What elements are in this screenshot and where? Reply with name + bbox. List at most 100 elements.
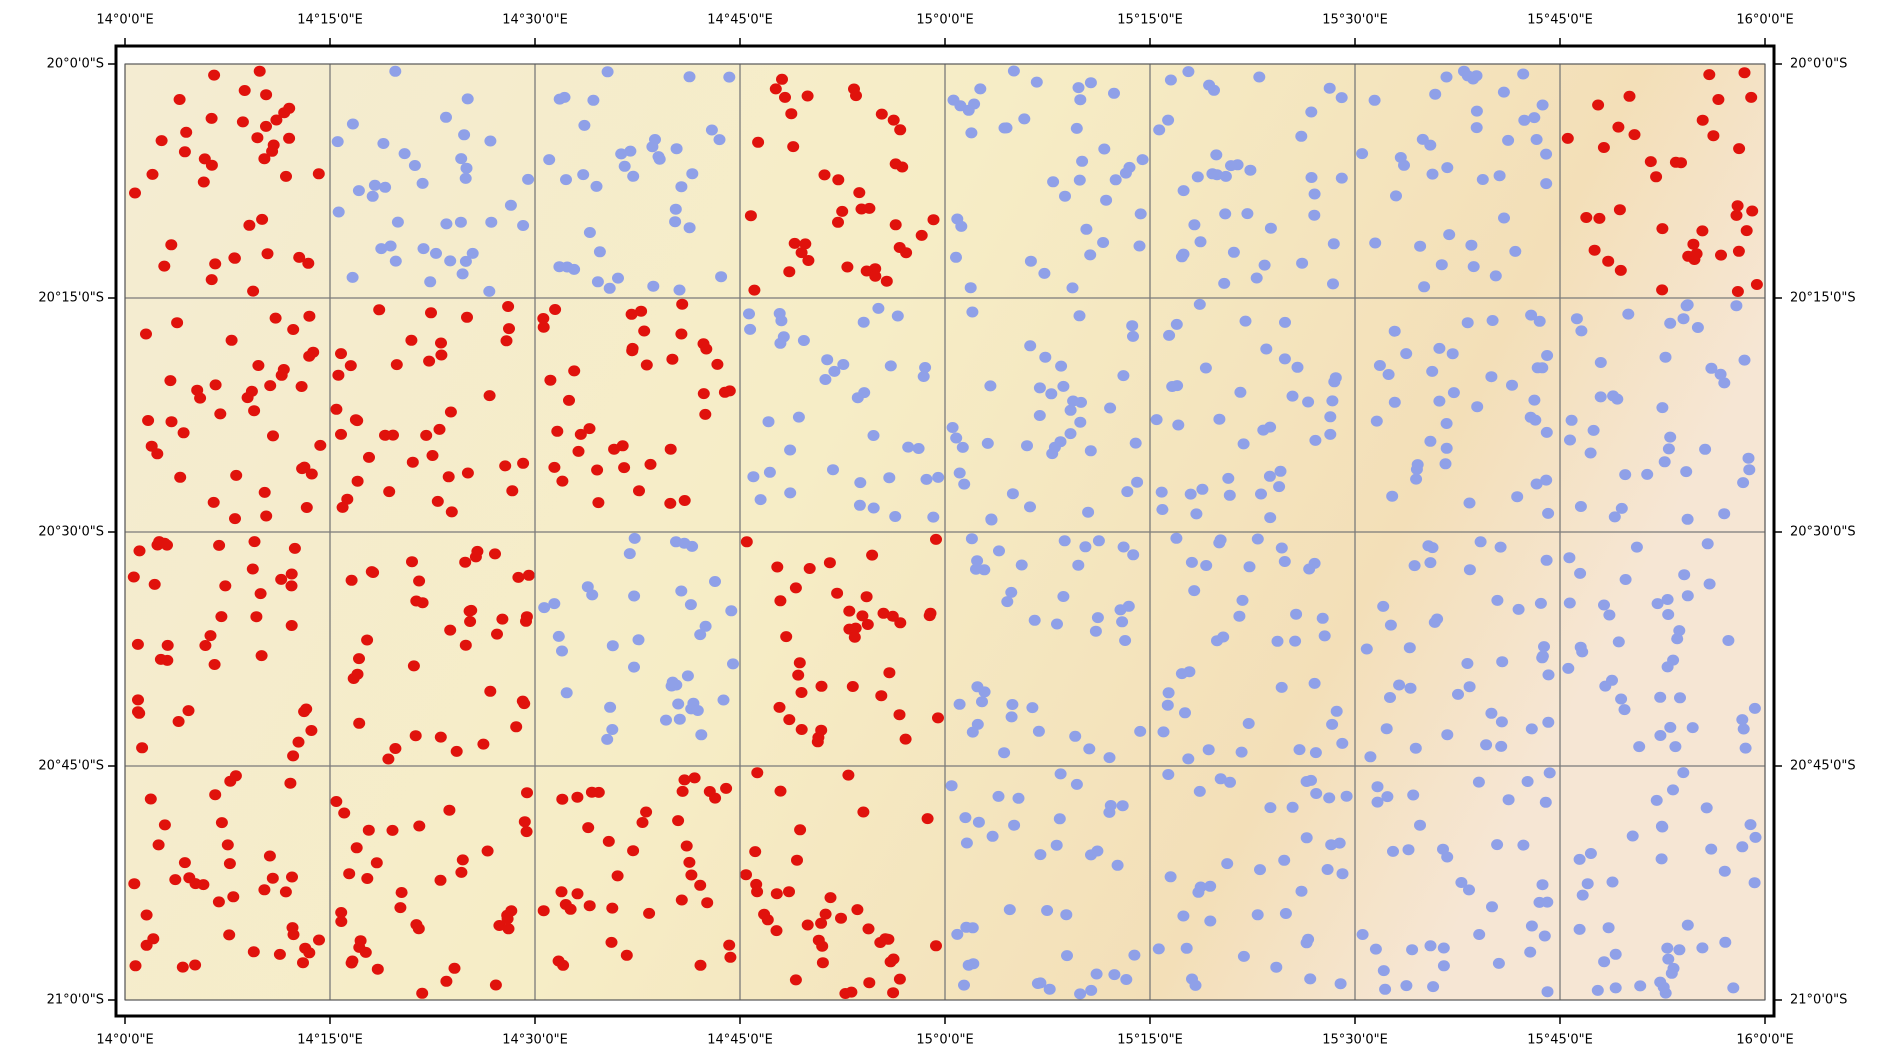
blue-point	[951, 929, 963, 940]
red-point	[825, 892, 837, 903]
blue-point	[1171, 319, 1183, 330]
red-point	[484, 390, 496, 401]
red-point	[832, 217, 844, 228]
red-point	[556, 476, 568, 487]
blue-point	[1701, 802, 1713, 813]
blue-point	[868, 430, 880, 441]
red-point	[783, 714, 795, 725]
blue-point	[1098, 144, 1110, 155]
red-point	[330, 796, 342, 807]
blue-point	[578, 120, 590, 131]
red-point	[142, 415, 154, 426]
blue-point	[1203, 744, 1215, 755]
longitude-label-bottom: 14°15'0"E	[297, 1033, 363, 1048]
red-point	[345, 360, 357, 371]
blue-point	[1272, 636, 1284, 647]
red-point	[147, 169, 159, 180]
red-point	[149, 579, 161, 590]
blue-point	[1736, 841, 1748, 852]
blue-point	[1200, 560, 1212, 571]
blue-point	[1485, 371, 1497, 382]
red-point	[451, 746, 463, 757]
blue-point	[1126, 320, 1138, 331]
red-point	[286, 872, 298, 883]
red-point	[183, 872, 195, 883]
blue-point	[784, 445, 796, 456]
blue-point	[1083, 743, 1095, 754]
red-point	[471, 546, 483, 557]
longitude-label-bottom: 15°30'0"E	[1322, 1033, 1388, 1048]
red-point	[288, 929, 300, 940]
blue-point	[1377, 601, 1389, 612]
blue-point	[1736, 714, 1748, 725]
latitude-label-left: 20°45'0"S	[38, 759, 104, 774]
blue-point	[1163, 687, 1175, 698]
blue-point	[970, 564, 982, 575]
red-point	[394, 902, 406, 913]
red-point	[353, 653, 365, 664]
red-point	[286, 569, 298, 580]
blue-point	[1296, 258, 1308, 269]
latitude-label-right: 20°15'0"S	[1790, 291, 1856, 306]
blue-point	[592, 276, 604, 287]
blue-point	[1745, 819, 1757, 830]
blue-point	[718, 695, 730, 706]
red-point	[835, 913, 847, 924]
blue-point	[784, 487, 796, 498]
blue-point	[1737, 477, 1749, 488]
blue-point	[1021, 440, 1033, 451]
red-point	[1741, 225, 1753, 236]
blue-point	[332, 136, 344, 147]
blue-point	[1004, 904, 1016, 915]
blue-point	[1381, 723, 1393, 734]
red-point	[832, 174, 844, 185]
blue-point	[1582, 878, 1594, 889]
longitude-label-top: 14°0'0"E	[96, 13, 153, 28]
blue-point	[1490, 270, 1502, 281]
red-point	[427, 450, 439, 461]
blue-point	[1073, 82, 1085, 93]
blue-point	[1678, 569, 1690, 580]
blue-point	[1668, 963, 1680, 974]
blue-point	[461, 163, 473, 174]
red-point	[298, 706, 310, 717]
red-point	[677, 786, 689, 797]
blue-point	[1395, 152, 1407, 163]
red-point	[141, 940, 153, 951]
blue-point	[1719, 866, 1731, 877]
blue-point	[1074, 175, 1086, 186]
red-point	[876, 109, 888, 120]
blue-point	[1571, 313, 1583, 324]
blue-point	[1124, 162, 1136, 173]
blue-point	[1619, 469, 1631, 480]
red-point	[518, 698, 530, 709]
blue-point	[1405, 683, 1417, 694]
red-point	[894, 124, 906, 135]
red-point	[405, 335, 417, 346]
blue-point	[1091, 846, 1103, 857]
red-point	[171, 317, 183, 328]
blue-point	[1722, 635, 1734, 646]
blue-point	[827, 464, 839, 475]
red-point	[146, 441, 158, 452]
blue-point	[1127, 331, 1139, 342]
blue-point	[1356, 148, 1368, 159]
blue-point	[1309, 435, 1321, 446]
blue-point	[1254, 864, 1266, 875]
blue-point	[399, 148, 411, 159]
blue-point	[1718, 508, 1730, 519]
blue-point	[1065, 428, 1077, 439]
blue-point	[755, 494, 767, 505]
red-point	[664, 498, 676, 509]
blue-point	[1034, 849, 1046, 860]
blue-point	[1656, 822, 1668, 833]
red-point	[445, 407, 457, 418]
blue-point	[1203, 80, 1215, 91]
blue-point	[1045, 388, 1057, 399]
blue-point	[858, 317, 870, 328]
blue-point	[973, 817, 985, 828]
red-point	[389, 743, 401, 754]
blue-point	[954, 468, 966, 479]
red-point	[699, 409, 711, 420]
blue-point	[1574, 568, 1586, 579]
